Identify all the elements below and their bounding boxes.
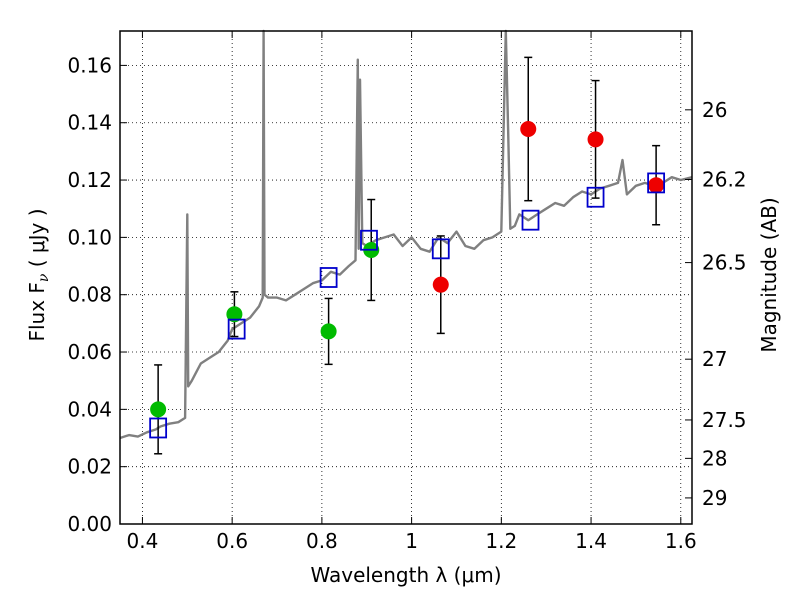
- x-tick-label: 1.2: [485, 529, 517, 553]
- green-data-point: [150, 401, 167, 418]
- model-box: [227, 318, 246, 340]
- y2-ticks: 26 26.2 26.5 27 27.5 28 29: [685, 98, 747, 510]
- x-axis-label: Wavelength λ (μm): [310, 563, 501, 587]
- x-tick-label: 0.6: [216, 529, 248, 553]
- red-data-point: [587, 131, 604, 148]
- model-box: [149, 417, 168, 439]
- model-box: [431, 238, 450, 260]
- y-tick-label: 0.00: [67, 512, 112, 536]
- y2-tick-label: 29: [702, 486, 727, 510]
- y-tick-label: 0.14: [67, 111, 112, 135]
- y2-tick-label: 26.2: [702, 167, 747, 191]
- y-tick-label: 0.04: [67, 397, 112, 421]
- x-ticks: 0.4 0.6 0.8 1 1.2 1.4 1.6: [127, 31, 697, 553]
- y-axis-label: Flux Fν ( μJy ): [25, 208, 52, 341]
- model-boxes: [149, 172, 666, 439]
- error-bars: [154, 56, 661, 455]
- grid: [120, 31, 692, 525]
- y-axis-label-subscript: ν: [36, 273, 52, 282]
- spectrum-line: [119, 29, 693, 440]
- plot-frame: [119, 30, 693, 525]
- y-tick-label: 0.08: [67, 283, 112, 307]
- green-data-point: [226, 306, 243, 323]
- red-data-point: [432, 276, 449, 293]
- data-points: [150, 121, 665, 418]
- spectrum: [119, 29, 693, 440]
- y2-tick-label: 26.5: [702, 251, 747, 275]
- y-axis-label-unit: ( μJy ): [25, 208, 49, 273]
- model-box: [586, 186, 605, 208]
- red-data-point: [520, 121, 537, 138]
- y2-axis-label: Magnitude (AB): [757, 197, 781, 352]
- y2-tick-label: 27.5: [702, 408, 747, 432]
- y-tick-label: 0.16: [67, 53, 112, 77]
- red-data-point: [648, 177, 665, 194]
- y-ticks: 0.00 0.02 0.04 0.06 0.08 0.10 0.12 0.14 0.16: [67, 53, 127, 536]
- x-tick-label: 1.6: [665, 529, 697, 553]
- model-box: [319, 267, 338, 288]
- y-tick-label: 0.12: [67, 168, 112, 192]
- x-tick-label: 0.8: [306, 529, 338, 553]
- x-tick-label: 1: [405, 529, 418, 553]
- x-tick-label: 1.4: [575, 529, 607, 553]
- model-box: [360, 229, 378, 251]
- y-tick-label: 0.06: [67, 340, 112, 364]
- model-box: [521, 209, 540, 231]
- model-box: [647, 172, 666, 194]
- y2-tick-label: 27: [702, 347, 727, 371]
- y2-tick-label: 26: [702, 98, 727, 122]
- x-tick-label: 0.4: [127, 529, 159, 553]
- y-axis-label-main: Flux F: [25, 282, 49, 341]
- y2-tick-label: 28: [702, 446, 727, 470]
- green-data-point: [320, 323, 337, 340]
- y-tick-label: 0.02: [67, 455, 112, 479]
- y-tick-label: 0.10: [67, 225, 112, 249]
